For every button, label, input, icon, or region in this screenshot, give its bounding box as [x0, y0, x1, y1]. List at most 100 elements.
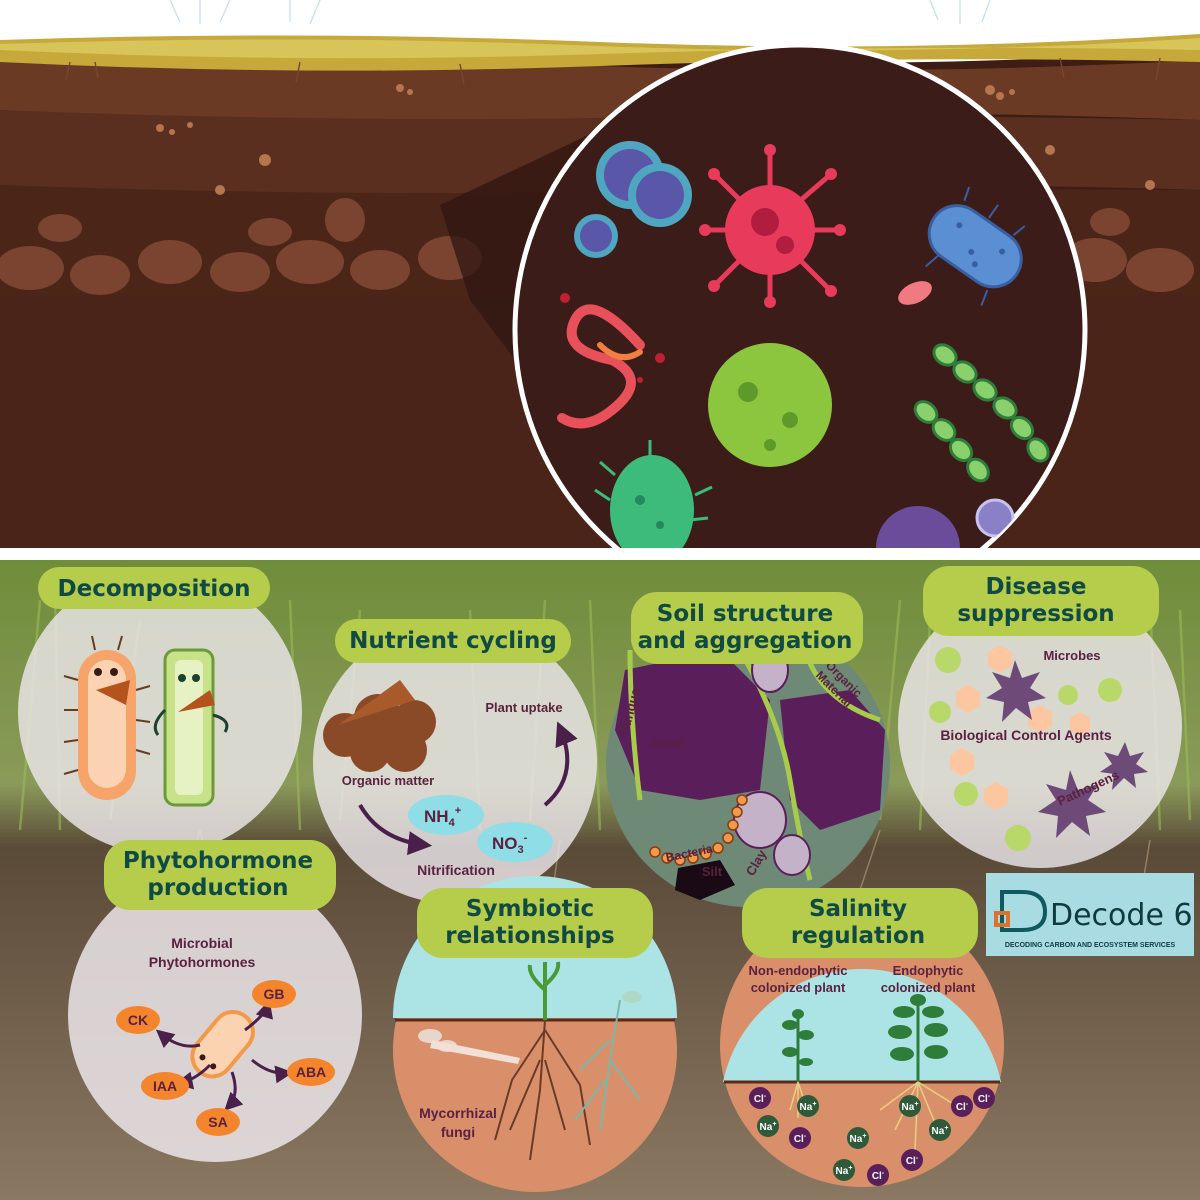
symbiotic-title-line2: relationships — [445, 923, 615, 949]
phytohormone-title-pill — [104, 840, 336, 910]
phytohormone-subtitle-line1: Microbial — [171, 935, 232, 951]
soil-structure-title-line2: and aggregation — [638, 628, 853, 654]
small-red-microbe — [898, 281, 932, 305]
decomposer-microbe-icon — [63, 635, 151, 800]
hormone-ck: CK — [128, 1012, 148, 1028]
biological-control-agents-icons — [929, 647, 1122, 851]
microbe-producer-icon — [190, 1009, 255, 1079]
cl-ion-1: Cl- — [754, 1093, 767, 1105]
na-ion-3: Na+ — [850, 1133, 867, 1145]
plant-roots-icon — [494, 1019, 591, 1161]
sand-particles — [615, 650, 885, 830]
small-purple-microbe — [975, 498, 1015, 538]
disease-suppression-title-pill — [923, 566, 1159, 636]
spirochete-microbe — [557, 304, 645, 429]
salinity-title-pill — [742, 888, 978, 958]
large-plant-icon — [888, 994, 948, 1082]
salinity-title-line2: regulation — [791, 923, 925, 949]
nitrification-arrow — [358, 803, 433, 856]
phytohormone-subtitle-line2: Phytohormones — [149, 954, 256, 970]
phytohormone-title-line2: production — [147, 875, 288, 901]
soil-structure-panel: Fungus OrganicMaterial Sand Bacteria Sil… — [606, 592, 890, 907]
grass-sparkles — [169, 0, 991, 25]
hormone-aba: ABA — [296, 1064, 326, 1080]
decomposition-panel: Decomposition — [18, 567, 302, 854]
disease-suppression-title-line1: Disease — [985, 574, 1086, 600]
na-ion-5: Na+ — [902, 1101, 919, 1113]
symbiotic-title-line1: Symbiotic — [466, 896, 594, 922]
silt-particle — [675, 860, 735, 900]
organic-matter-label: Organic matter — [342, 773, 434, 788]
plant-uptake-label: Plant uptake — [485, 700, 562, 715]
chloride-ions — [749, 1087, 995, 1186]
spiky-red-microbe — [699, 144, 846, 308]
phytohormone-title-line1: Phytohormone — [123, 848, 313, 874]
cl-ion-5: Cl- — [956, 1101, 969, 1113]
hormone-sa: SA — [208, 1114, 227, 1130]
logo-tagline: DECODING CARBON AND ECOSYSTEM SERVICES — [1005, 942, 1176, 949]
nitrification-label: Nitrification — [417, 862, 495, 878]
mycorrhizal-hyphae-icon — [574, 999, 641, 1131]
streptococcus-chain — [913, 343, 1050, 483]
non-endophytic-label: Non-endophytic colonized plant — [749, 963, 848, 995]
hormone-iaa: IAA — [153, 1078, 177, 1094]
disease-suppression-title-line2: suppression — [957, 601, 1114, 627]
cl-ion-4: Cl- — [906, 1155, 919, 1167]
ammonium-label: NH4+ — [424, 805, 461, 829]
bacteria-chain — [649, 794, 748, 866]
decode6-logo: Decode 6 DECODING CARBON AND ECOSYSTEM S… — [986, 873, 1194, 956]
cl-ion-2: Cl- — [794, 1133, 807, 1145]
microbe-hexagons — [950, 645, 1090, 810]
na-ion-2: Na+ — [760, 1121, 777, 1133]
cl-ion-6: Cl- — [978, 1093, 991, 1105]
hormone-gb: GB — [264, 986, 285, 1002]
nutrient-cycling-title: Nutrient cycling — [349, 628, 557, 654]
symbiotic-title-pill — [417, 888, 653, 958]
nitrate-bubble — [477, 822, 553, 862]
decomposition-title-pill — [38, 567, 270, 609]
salinity-panel: Non-endophytic colonized plant Endophytic… — [720, 888, 1004, 1187]
sodium-ions — [757, 1095, 951, 1181]
na-ion-6: Na+ — [932, 1125, 949, 1137]
soil-microbes-illustration — [0, 0, 1200, 548]
biological-control-agents-label: Biological Control Agents — [940, 727, 1112, 743]
flagellated-green-microbe — [594, 440, 713, 548]
nutrient-cycling-panel: Organic matter Plant uptake NH4+ NO3- Ni… — [313, 619, 597, 904]
rod-bacterium-blue — [925, 186, 1026, 306]
endophytic-label: Endophytic colonized plant — [881, 963, 976, 995]
na-ion-1: Na+ — [800, 1101, 817, 1113]
microbes-label: Microbes — [1043, 648, 1100, 663]
cl-ion-3: Cl- — [872, 1170, 885, 1182]
decomposition-circle — [18, 570, 302, 854]
sand-label: Sand — [650, 734, 684, 750]
nitrate-label: NO3- — [492, 832, 528, 856]
salinity-title-line1: Salinity — [809, 896, 907, 922]
phytohormone-panel: Microbial Phytohormones CK GB IAA ABA SA… — [68, 840, 362, 1162]
organic-matter-icon — [323, 680, 436, 772]
decomposer-cell-icon — [153, 648, 229, 807]
microbe-magnifier-lens — [512, 42, 1088, 548]
soil-structure-title-pill — [631, 592, 863, 664]
soil-structure-title-line1: Soil structure — [657, 601, 834, 627]
mycorrhizal-label: Mycorrhizal fungi — [419, 1105, 497, 1140]
symbiotic-panel: Mycorrhizal fungi Symbiotic relationships — [393, 876, 677, 1192]
hormone-badges — [116, 980, 335, 1136]
logo-name: Decode 6 — [1050, 898, 1193, 933]
ammonium-bubble — [408, 795, 484, 835]
na-ion-4: Na+ — [836, 1165, 853, 1177]
logo-background — [986, 873, 1194, 956]
decomposition-title: Decomposition — [58, 576, 251, 602]
disease-suppression-panel: Microbes Biological Control Agents Patho… — [898, 566, 1182, 868]
green-spherical-microbe — [708, 343, 832, 467]
silt-label: Silt — [702, 864, 723, 879]
soil-functions-infographic: Decomposition Organic matter Plant uptak… — [0, 560, 1200, 1200]
uptake-arrow — [543, 721, 578, 807]
coccus-microbe — [574, 141, 692, 258]
plant-stem-icon — [527, 961, 561, 1020]
soil-pebbles — [156, 84, 1155, 195]
small-plant-icon — [782, 1009, 814, 1082]
mushroom-icons — [418, 991, 642, 1064]
logo-mark-icon — [994, 890, 1048, 932]
pathogen-stars — [986, 660, 1148, 838]
nutrient-cycling-title-pill — [335, 619, 571, 663]
